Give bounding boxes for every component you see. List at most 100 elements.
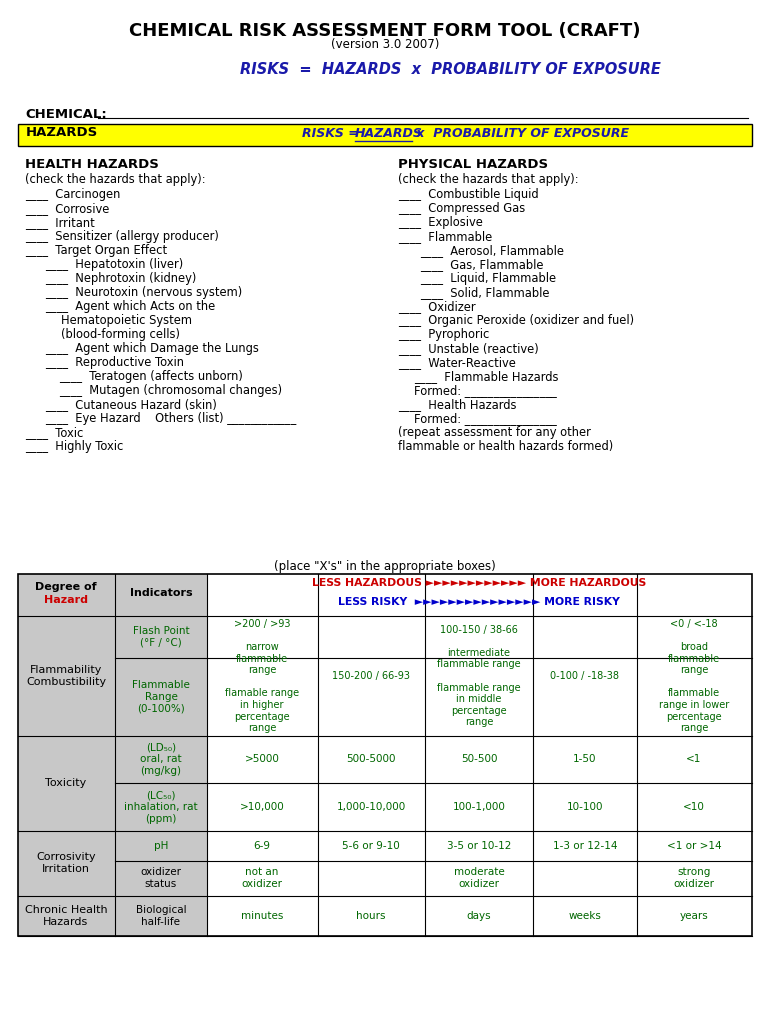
Bar bbox=[18, 896, 207, 936]
Text: x  PROBABILITY OF EXPOSURE: x PROBABILITY OF EXPOSURE bbox=[412, 127, 629, 140]
Text: 3-5 or 10-12: 3-5 or 10-12 bbox=[447, 841, 511, 851]
Text: hours: hours bbox=[357, 911, 386, 921]
Text: HAZARDS: HAZARDS bbox=[26, 126, 99, 139]
Text: <1 or >14: <1 or >14 bbox=[667, 841, 721, 851]
Bar bbox=[207, 831, 752, 896]
Text: LESS HAZARDOUS ►►►►►►►►►►►► MORE HAZARDOUS: LESS HAZARDOUS ►►►►►►►►►►►► MORE HAZARDO… bbox=[312, 578, 646, 588]
Text: not an
oxidizer: not an oxidizer bbox=[242, 867, 283, 889]
Text: moderate
oxidizer: moderate oxidizer bbox=[454, 867, 504, 889]
Text: Hazard: Hazard bbox=[44, 595, 88, 605]
Text: Hematopoietic System: Hematopoietic System bbox=[61, 314, 192, 327]
Text: days: days bbox=[467, 911, 491, 921]
Text: 150-200 / 66-93: 150-200 / 66-93 bbox=[332, 671, 410, 681]
Text: ____  Oxidizer: ____ Oxidizer bbox=[398, 300, 476, 313]
Text: ____  Highly Toxic: ____ Highly Toxic bbox=[25, 440, 123, 453]
Text: HAZARDS: HAZARDS bbox=[355, 127, 423, 140]
Text: ____  Organic Peroxide (oxidizer and fuel): ____ Organic Peroxide (oxidizer and fuel… bbox=[398, 314, 634, 327]
Text: >5000: >5000 bbox=[245, 754, 280, 764]
Bar bbox=[18, 616, 207, 736]
Bar bbox=[18, 831, 207, 896]
Bar bbox=[207, 616, 752, 736]
Bar bbox=[18, 124, 752, 146]
Text: ____  Toxic: ____ Toxic bbox=[25, 426, 83, 439]
Text: ____  Sensitizer (allergy producer): ____ Sensitizer (allergy producer) bbox=[25, 230, 219, 243]
Text: 1-50: 1-50 bbox=[573, 754, 597, 764]
Text: 0-100 / -18-38: 0-100 / -18-38 bbox=[551, 671, 620, 681]
Text: ____  Corrosive: ____ Corrosive bbox=[25, 202, 109, 215]
Bar bbox=[207, 574, 752, 616]
Text: 100-1,000: 100-1,000 bbox=[453, 802, 505, 812]
Text: 6-9: 6-9 bbox=[253, 841, 270, 851]
Text: Formed: ________________: Formed: ________________ bbox=[414, 412, 557, 425]
Text: (repeat assessment for any other: (repeat assessment for any other bbox=[398, 426, 591, 439]
Text: >10,000: >10,000 bbox=[239, 802, 284, 812]
Text: ____  Solid, Flammable: ____ Solid, Flammable bbox=[420, 286, 550, 299]
Text: ____  Liquid, Flammable: ____ Liquid, Flammable bbox=[420, 272, 556, 285]
Bar bbox=[18, 574, 207, 616]
Text: 1,000-10,000: 1,000-10,000 bbox=[336, 802, 406, 812]
Text: 500-5000: 500-5000 bbox=[346, 754, 396, 764]
Text: CHEMICAL:: CHEMICAL: bbox=[25, 108, 107, 121]
Text: strong
oxidizer: strong oxidizer bbox=[674, 867, 715, 889]
Text: ____  Flammable: ____ Flammable bbox=[398, 230, 492, 243]
Text: (version 3.0 2007): (version 3.0 2007) bbox=[331, 38, 439, 51]
Text: PHYSICAL HAZARDS: PHYSICAL HAZARDS bbox=[398, 158, 548, 171]
Text: flammable or health hazards formed): flammable or health hazards formed) bbox=[398, 440, 613, 453]
Text: minutes: minutes bbox=[241, 911, 283, 921]
Text: ____  Target Organ Effect: ____ Target Organ Effect bbox=[25, 244, 167, 257]
Text: 50-500: 50-500 bbox=[460, 754, 497, 764]
Text: <1: <1 bbox=[686, 754, 701, 764]
Text: 5-6 or 9-10: 5-6 or 9-10 bbox=[342, 841, 400, 851]
Text: ____  Flammable Hazards: ____ Flammable Hazards bbox=[414, 370, 558, 383]
Text: >200 / >93

narrow
flammable
range

flamable range
in higher
percentage
range: >200 / >93 narrow flammable range flamab… bbox=[225, 618, 299, 733]
Text: Formed: ________________: Formed: ________________ bbox=[414, 384, 557, 397]
Text: ____  Neurotoxin (nervous system): ____ Neurotoxin (nervous system) bbox=[45, 286, 243, 299]
Text: ____  Health Hazards: ____ Health Hazards bbox=[398, 398, 517, 411]
Text: <10: <10 bbox=[683, 802, 705, 812]
Text: ____  Explosive: ____ Explosive bbox=[398, 216, 483, 229]
Text: ____  Unstable (reactive): ____ Unstable (reactive) bbox=[398, 342, 539, 355]
Text: 1-3 or 12-14: 1-3 or 12-14 bbox=[553, 841, 618, 851]
Text: ____  Teratogen (affects unborn): ____ Teratogen (affects unborn) bbox=[59, 370, 243, 383]
Text: (check the hazards that apply):: (check the hazards that apply): bbox=[398, 173, 578, 186]
Bar bbox=[18, 736, 207, 831]
Text: ____  Reproductive Toxin: ____ Reproductive Toxin bbox=[45, 356, 184, 369]
Text: ____  Irritant: ____ Irritant bbox=[25, 216, 95, 229]
Text: ____  Water-Reactive: ____ Water-Reactive bbox=[398, 356, 516, 369]
Text: ____  Carcinogen: ____ Carcinogen bbox=[25, 188, 120, 201]
Text: (check the hazards that apply):: (check the hazards that apply): bbox=[25, 173, 206, 186]
Text: ____  Combustible Liquid: ____ Combustible Liquid bbox=[398, 188, 539, 201]
Text: ____  Agent which Acts on the: ____ Agent which Acts on the bbox=[45, 300, 216, 313]
Text: Indicators: Indicators bbox=[129, 588, 192, 598]
Text: ____  Compressed Gas: ____ Compressed Gas bbox=[398, 202, 525, 215]
Text: Biological
half-life: Biological half-life bbox=[136, 905, 186, 927]
Text: Flash Point
(°F / °C): Flash Point (°F / °C) bbox=[132, 627, 189, 648]
Text: ____  Hepatotoxin (liver): ____ Hepatotoxin (liver) bbox=[45, 258, 183, 271]
Text: (LC₅₀)
inhalation, rat
(ppm): (LC₅₀) inhalation, rat (ppm) bbox=[124, 791, 198, 823]
Text: 100-150 / 38-66

intermediate
flammable range

flammable range
in middle
percent: 100-150 / 38-66 intermediate flammable r… bbox=[437, 625, 521, 727]
Text: CHEMICAL RISK ASSESSMENT FORM TOOL (CRAFT): CHEMICAL RISK ASSESSMENT FORM TOOL (CRAF… bbox=[129, 22, 641, 40]
Text: ____  Nephrotoxin (kidney): ____ Nephrotoxin (kidney) bbox=[45, 272, 196, 285]
Text: RISKS  =  HAZARDS  x  PROBABILITY OF EXPOSURE: RISKS = HAZARDS x PROBABILITY OF EXPOSUR… bbox=[240, 62, 661, 77]
Bar bbox=[207, 896, 752, 936]
Text: 10-100: 10-100 bbox=[567, 802, 603, 812]
Text: oxidizer
status: oxidizer status bbox=[140, 867, 182, 889]
Text: Flammable
Range
(0-100%): Flammable Range (0-100%) bbox=[132, 680, 190, 714]
Text: Flammability
Combustibility: Flammability Combustibility bbox=[26, 666, 106, 687]
Text: Chronic Health
Hazards: Chronic Health Hazards bbox=[25, 905, 107, 927]
Text: ____  Pyrophoric: ____ Pyrophoric bbox=[398, 328, 490, 341]
Text: Corrosivity
Irritation: Corrosivity Irritation bbox=[36, 852, 95, 873]
Text: ____  Aerosol, Flammable: ____ Aerosol, Flammable bbox=[420, 244, 564, 257]
Text: LESS RISKY  ►►►►►►►►►►►►►►► MORE RISKY: LESS RISKY ►►►►►►►►►►►►►►► MORE RISKY bbox=[338, 597, 620, 607]
Text: (LD₅₀)
oral, rat
(mg/kg): (LD₅₀) oral, rat (mg/kg) bbox=[140, 742, 182, 775]
Bar bbox=[18, 574, 752, 936]
Text: ____  Mutagen (chromosomal changes): ____ Mutagen (chromosomal changes) bbox=[59, 384, 282, 397]
Text: years: years bbox=[680, 911, 708, 921]
Bar bbox=[207, 736, 752, 831]
Text: (blood-forming cells): (blood-forming cells) bbox=[61, 328, 180, 341]
Text: pH: pH bbox=[154, 841, 168, 851]
Text: weeks: weeks bbox=[568, 911, 601, 921]
Text: ____  Cutaneous Hazard (skin): ____ Cutaneous Hazard (skin) bbox=[45, 398, 217, 411]
Text: Degree of: Degree of bbox=[35, 582, 97, 592]
Text: (place "X's" in the appropriate boxes): (place "X's" in the appropriate boxes) bbox=[274, 560, 496, 573]
